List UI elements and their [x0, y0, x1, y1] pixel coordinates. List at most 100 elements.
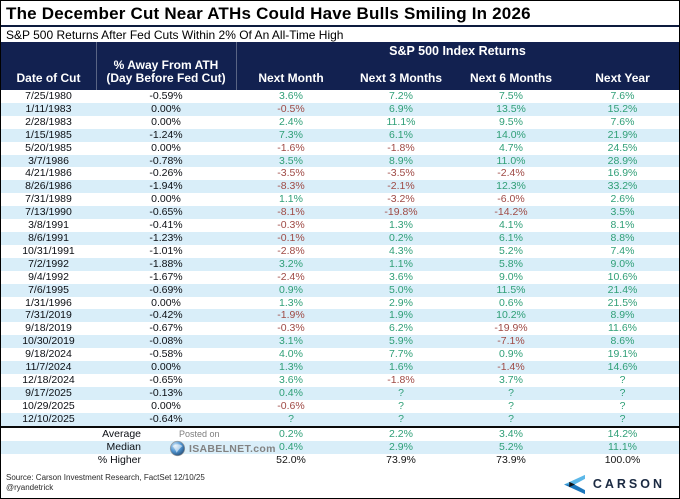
- ath-distance-cell: -1.23%: [149, 231, 183, 244]
- return-cell: -1.8%: [387, 141, 415, 154]
- return-cell: 33.2%: [607, 180, 638, 193]
- return-cell: 5.8%: [499, 257, 523, 270]
- return-cell: -8.1%: [277, 206, 305, 219]
- return-cell: 15.2%: [607, 102, 638, 115]
- return-cell: 0.9%: [499, 348, 523, 361]
- table-row: 4/21/1986 -0.26% -3.5% -3.5% -2.4% 16.9%: [1, 167, 679, 180]
- return-cell: 13.5%: [496, 102, 526, 115]
- return-cell: -3.5%: [387, 167, 415, 180]
- summary-value: 2.9%: [389, 440, 413, 453]
- return-cell: -2.4%: [497, 167, 525, 180]
- summary-value: 2.2%: [389, 427, 413, 440]
- watermark-posted-on: Posted on: [179, 429, 220, 439]
- return-cell: 28.9%: [607, 154, 638, 167]
- return-cell: -3.2%: [387, 193, 415, 206]
- return-cell: 14.0%: [496, 128, 526, 141]
- return-cell: -0.5%: [277, 102, 305, 115]
- return-cell: ?: [508, 386, 514, 399]
- return-cell: 21.4%: [607, 283, 638, 296]
- column-header-next-3-months: Next 3 Months: [346, 72, 456, 85]
- table-row: 10/31/1991 -1.01% -2.8% 4.3% 5.2% 7.4%: [1, 245, 679, 258]
- watermark-brand-line: ISABELNET.com: [169, 440, 276, 457]
- ath-distance-cell: -0.65%: [149, 373, 183, 386]
- date-cell: 1/15/1985: [25, 128, 72, 141]
- date-cell: 10/31/1991: [22, 244, 75, 257]
- globe-icon: [169, 440, 186, 457]
- table-row: 5/20/1985 0.00% -1.6% -1.8% 4.7% 24.5%: [1, 142, 679, 155]
- return-cell: ?: [508, 399, 514, 412]
- ath-distance-cell: -1.67%: [149, 270, 183, 283]
- column-label: Date of Cut: [16, 71, 81, 85]
- footer: Source: Carson Investment Research, Fact…: [1, 467, 679, 498]
- ath-distance-cell: -0.64%: [149, 412, 183, 425]
- return-cell: 6.1%: [389, 128, 413, 141]
- return-cell: 0.9%: [279, 283, 303, 296]
- date-cell: 4/21/1986: [25, 167, 72, 180]
- return-cell: 1.3%: [279, 296, 303, 309]
- column-header-date: Date of Cut: [1, 72, 96, 85]
- ath-distance-cell: 0.00%: [151, 141, 181, 154]
- chart-subtitle: S&P 500 Returns After Fed Cuts Within 2%…: [6, 28, 344, 42]
- column-header-next-month: Next Month: [236, 72, 346, 85]
- ath-distance-cell: -0.67%: [149, 322, 183, 335]
- return-cell: -0.3%: [277, 219, 305, 232]
- summary-value: 100.0%: [604, 453, 641, 466]
- return-cell: ?: [288, 412, 294, 425]
- date-cell: 12/10/2025: [22, 412, 75, 425]
- column-header-next-year: Next Year: [566, 72, 679, 85]
- column-header-next-6-months: Next 6 Months: [456, 72, 566, 85]
- ath-distance-cell: -0.42%: [149, 309, 183, 322]
- summary-row: % Higher 52.0% 73.9% 73.9% 100.0%: [1, 454, 679, 467]
- date-cell: 9/4/1992: [28, 270, 69, 283]
- return-cell: 0.4%: [279, 386, 303, 399]
- return-cell: ?: [398, 399, 404, 412]
- return-cell: 0.6%: [499, 296, 523, 309]
- ath-distance-cell: -1.88%: [149, 257, 183, 270]
- date-cell: 5/20/1985: [25, 141, 72, 154]
- summary-value: 3.4%: [499, 427, 523, 440]
- return-cell: 8.9%: [389, 154, 413, 167]
- ath-distance-cell: -0.26%: [149, 167, 183, 180]
- return-cell: 1.1%: [279, 193, 303, 206]
- return-cell: 14.6%: [607, 361, 638, 374]
- return-cell: ?: [619, 386, 626, 399]
- date-cell: 7/31/1989: [25, 193, 72, 206]
- summary-value: 52.0%: [276, 453, 306, 466]
- return-cell: -1.4%: [497, 361, 525, 374]
- table-row: 2/28/1983 0.00% 2.4% 11.1% 9.5% 7.6%: [1, 116, 679, 129]
- table-row: 8/6/1991 -1.23% -0.1% 0.2% 6.1% 8.8%: [1, 231, 679, 245]
- table-row: 7/25/1980 -0.59% 3.6% 7.2% 7.5% 7.6%: [1, 90, 679, 103]
- table-summary: Average 0.2% 2.2% 3.4% 14.2% Median 0.4% 2.9% 5.…: [1, 425, 679, 467]
- group-header: S&P 500 Index Returns: [389, 44, 526, 58]
- chart-title: The December Cut Near ATHs Could Have Bu…: [6, 4, 531, 23]
- header-separator: [96, 42, 97, 90]
- ath-distance-cell: 0.00%: [151, 399, 181, 412]
- table-row: 12/10/2025 -0.64%????: [1, 412, 679, 426]
- date-cell: 9/17/2025: [25, 386, 72, 399]
- return-cell: ?: [619, 412, 626, 425]
- return-cell: 1.3%: [279, 361, 303, 374]
- summary-row: Median 0.4% 2.9% 5.2% 11.1%: [1, 440, 679, 454]
- return-cell: 4.1%: [499, 219, 523, 232]
- return-cell: 8.1%: [610, 219, 635, 232]
- date-cell: 8/26/1986: [25, 180, 72, 193]
- return-cell: 5.2%: [499, 244, 523, 257]
- table-row: 9/4/1992 -1.67% -2.4% 3.6% 9.0% 10.6%: [1, 271, 679, 284]
- return-cell: 2.9%: [389, 296, 413, 309]
- return-cell: 5.9%: [389, 335, 413, 348]
- return-cell: 6.9%: [389, 102, 413, 115]
- date-cell: 11/7/2024: [25, 361, 72, 374]
- date-cell: 2/28/1983: [25, 115, 72, 128]
- date-cell: 9/18/2024: [25, 348, 72, 361]
- summary-label: Median: [106, 440, 141, 453]
- ath-distance-cell: 0.00%: [151, 115, 181, 128]
- return-cell: 3.6%: [389, 270, 413, 283]
- return-cell: -2.8%: [277, 244, 305, 257]
- table-body: 7/25/1980 -0.59% 3.6% 7.2% 7.5% 7.6% 1/11/1983…: [1, 90, 679, 426]
- date-cell: 10/30/2019: [22, 335, 75, 348]
- return-cell: 7.2%: [389, 90, 413, 102]
- return-cell: 1.6%: [389, 361, 413, 374]
- return-cell: -7.1%: [497, 335, 525, 348]
- table-row: 9/17/2025 -0.13% 0.4%???: [1, 386, 679, 400]
- return-cell: 11.0%: [496, 154, 526, 167]
